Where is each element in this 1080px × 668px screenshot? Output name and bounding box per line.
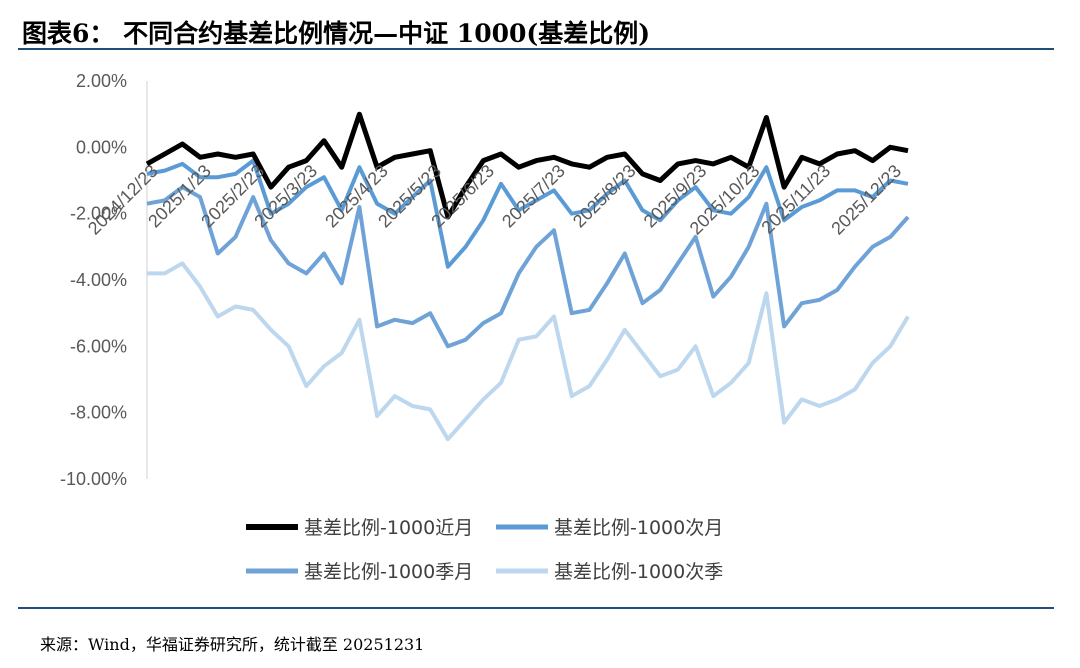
legend-label-1: 基差比例-1000近月 [304,517,473,539]
series-line-2 [146,158,909,269]
x-tick-label: 2024/12/23 [84,161,162,239]
y-tick-label: 2.00% [76,71,127,91]
y-tick-label: -4.00% [70,270,127,290]
x-tick-label: 2025/12/23 [827,161,905,239]
page-title: 图表6： 不同合约基差比例情况—中证 1000(基差比例) [22,19,651,48]
series-line-1 [145,111,909,220]
x-tick-label: 2025/8/23 [569,161,640,232]
y-tick-label: -10.00% [60,469,127,489]
series-line-3 [146,185,910,349]
y-tick-label: -2.00% [70,204,127,224]
y-tick-label: -6.00% [70,336,127,356]
footer-divider [18,607,1054,609]
series-lines [145,111,910,442]
series-line-4 [147,261,910,442]
title-divider [18,48,1054,50]
legend-label-3: 基差比例-1000季月 [304,561,473,583]
y-tick-label: -8.00% [70,403,127,423]
source-note: 来源：Wind，华福证券研究所，统计截至 20251231 [40,635,425,654]
legend-label-2: 基差比例-1000次月 [554,517,723,539]
legend-label-4: 基差比例-1000次季 [554,561,723,583]
y-tick-label: 0.00% [76,137,127,157]
y-axis-tick-labels: 2.00% 0.00% -2.00% -4.00% -6.00% -8.00% -10.00… [60,71,127,489]
